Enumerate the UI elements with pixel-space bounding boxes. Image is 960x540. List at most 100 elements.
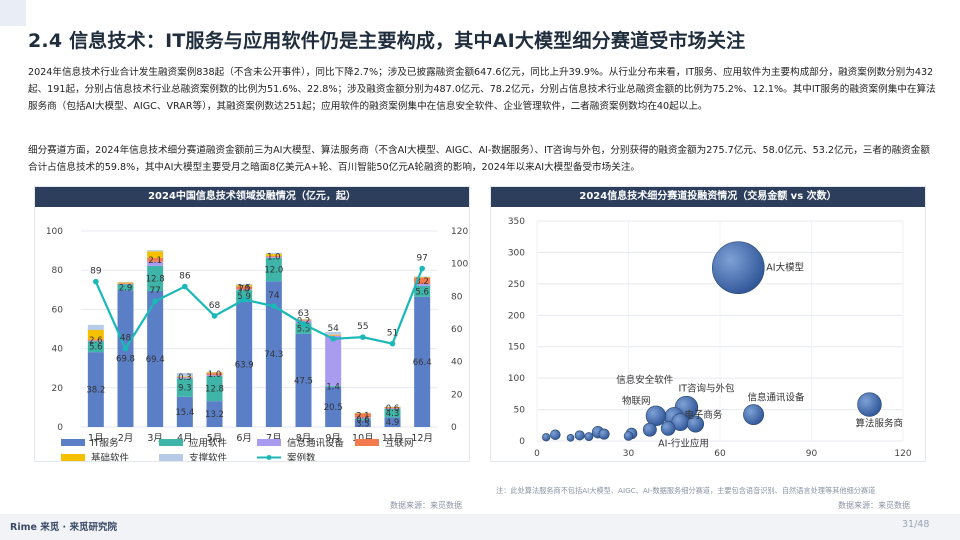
y-left-tick-label: 20 <box>52 384 64 394</box>
bar-segment <box>176 376 193 377</box>
bar-segment <box>265 253 282 256</box>
bar-segment <box>117 283 134 285</box>
y-right-tick-label: 60 <box>451 325 463 335</box>
case-count-label: 68 <box>209 301 221 311</box>
x-tick-label: 90 <box>806 449 818 459</box>
legend-swatch <box>355 439 379 446</box>
case-count-line <box>94 268 424 351</box>
legend-label: 信息通讯设备 <box>287 437 345 449</box>
case-count-point <box>271 303 277 309</box>
bar-segment <box>325 334 342 336</box>
bar-segment <box>147 261 164 266</box>
segment-paragraph: 细分赛道方面，2024年信息技术细分赛道融资金额前三为AI大模型、算法服务商（不… <box>28 145 930 173</box>
case-count-point <box>360 334 366 340</box>
case-count-label: 63 <box>298 309 309 319</box>
bar-segment <box>236 285 253 287</box>
bubble-label: 算法服务商 <box>855 418 903 430</box>
bar-data-label: 2.1 <box>356 411 370 421</box>
x-tick-label: 6月 <box>236 433 252 444</box>
bar-segment <box>414 283 431 286</box>
bar-segment <box>414 296 431 427</box>
legend-swatch <box>159 454 183 461</box>
legend-swatch <box>257 439 281 446</box>
bar-segment <box>87 329 104 340</box>
bubble-point <box>598 428 610 440</box>
bar-line-chart: 0 20 40 60 80 100 0 20 40 60 80 100 120 1月 2月 3月 4月 5月 6月 7… <box>46 227 468 461</box>
intro-paragraph: 2024年信息技术行业合计发生融资案例838起（不含未公开事件），同比下降2.7… <box>28 67 936 112</box>
bar-segment <box>384 407 401 408</box>
bar-segment <box>354 417 371 419</box>
bar-segment <box>325 385 342 387</box>
corner-decoration <box>0 0 26 26</box>
bar-segment <box>384 417 401 427</box>
case-count-label: 74 <box>268 291 280 301</box>
bar-data-label: 4.9 <box>386 418 400 428</box>
bar-segment <box>354 413 371 414</box>
y-right-tick-label: 80 <box>451 292 463 302</box>
bar-data-label: 5.6 <box>89 343 103 353</box>
case-count-point <box>389 340 396 347</box>
bubble-point <box>550 429 561 440</box>
case-count-point <box>211 313 218 319</box>
y-tick-label: 250 <box>508 280 525 290</box>
bar-segment <box>295 323 312 334</box>
bar-segment <box>206 372 223 374</box>
bar-segment <box>236 290 253 302</box>
case-count-label: 89 <box>90 267 102 277</box>
bar-data-label: 5.6 <box>415 287 429 297</box>
bar-segment <box>117 283 134 284</box>
bar-segment <box>87 340 104 342</box>
bar-segment <box>87 352 104 427</box>
case-count-point <box>300 321 307 327</box>
case-count-point <box>419 265 425 272</box>
bar-segment <box>117 282 134 284</box>
bar-data-label: 13.2 <box>205 410 224 420</box>
y-left-tick-label: 60 <box>52 305 64 315</box>
bar-segment <box>176 396 193 427</box>
bar-segment <box>414 277 431 284</box>
bar-data-label: 3.2 <box>415 277 429 287</box>
bubble-point <box>743 404 764 426</box>
page-number: 31/48 <box>902 519 930 530</box>
bubble-point <box>642 422 657 437</box>
bar-segment <box>295 320 312 321</box>
bar-data-label: 1.0 <box>267 252 281 262</box>
bar-segment <box>265 255 282 257</box>
bar-data-label: 4.3 <box>386 409 400 419</box>
case-count-point <box>152 298 158 305</box>
bar-segment <box>117 281 134 283</box>
bubble-label: AI-行业应用 <box>658 437 709 449</box>
bar-data-label: 38.2 <box>86 386 105 396</box>
bar-segment <box>147 257 164 262</box>
x-tick-label: 4月 <box>177 433 193 444</box>
y-tick-label: 0 <box>519 437 525 447</box>
case-count-label: 54 <box>327 324 339 334</box>
x-tick-label: 30 <box>623 449 635 459</box>
y-right-tick-label: 120 <box>451 227 468 237</box>
legend-swatch-dot <box>266 455 272 460</box>
x-tick-label: 3月 <box>147 433 163 444</box>
bar-segment <box>236 283 253 286</box>
bar-segment <box>325 335 342 336</box>
bar-segment <box>87 341 104 353</box>
bar-data-label: 12.8 <box>205 385 224 395</box>
bar-data-label: 1.4 <box>326 382 340 392</box>
bubble-label: 物联网 <box>622 395 651 407</box>
bar-data-label: 20.5 <box>324 403 343 413</box>
bubble-chart-panel: 2024信息技术细分赛道投融资情况（交易金额 vs 次数） 0 50 100 150 2… <box>490 186 926 462</box>
bar-segment <box>325 335 342 386</box>
bar-segment <box>354 418 371 421</box>
bubble-label: IT咨询与外包 <box>678 383 735 395</box>
bar-data-label: 2.9 <box>119 283 133 293</box>
bar-segment <box>265 256 282 258</box>
y-tick-label: 150 <box>508 343 525 353</box>
bubble-point <box>542 433 551 442</box>
x-tick-label: 2月 <box>118 433 134 444</box>
bar-segment <box>354 412 371 414</box>
bar-data-label: 2.6 <box>89 336 103 346</box>
bar-segment <box>87 324 104 330</box>
x-tick-label: 60 <box>714 449 726 459</box>
bubble-point <box>574 430 585 441</box>
bar-segment <box>354 420 371 427</box>
bar-chart-panel: 2024中国信息技术领域投融情况（亿元，起） 0 20 40 60 80 100 0 20 40… <box>34 186 470 462</box>
